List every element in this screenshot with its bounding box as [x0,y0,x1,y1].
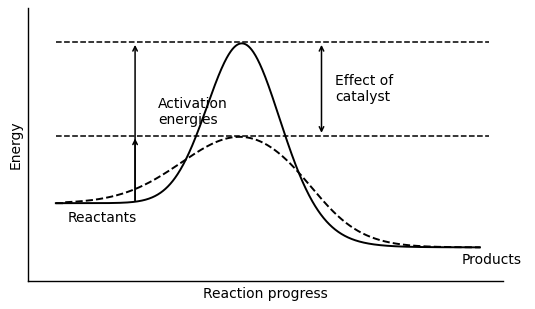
Text: Activation
energies: Activation energies [158,97,228,127]
Text: Effect of
catalyst: Effect of catalyst [335,74,394,104]
X-axis label: Reaction progress: Reaction progress [203,287,328,301]
Y-axis label: Energy: Energy [9,121,22,169]
Text: Reactants: Reactants [67,211,137,225]
Text: Products: Products [461,252,521,267]
